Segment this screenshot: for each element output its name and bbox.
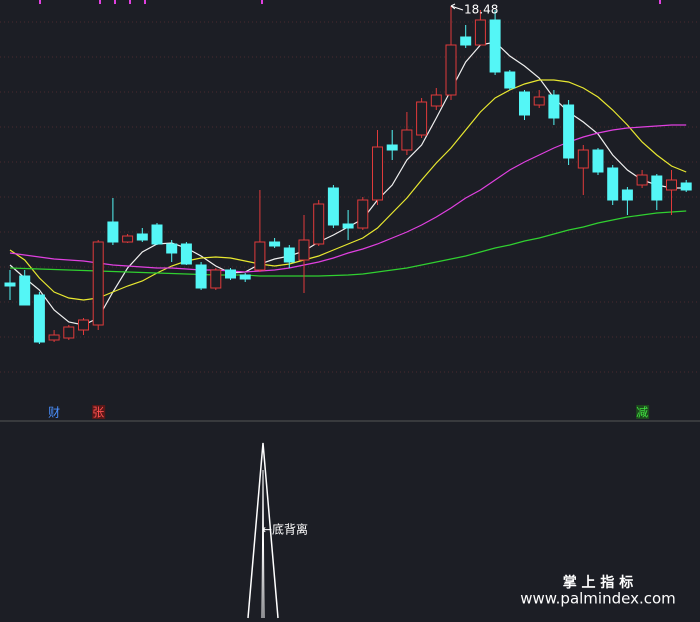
candle-body [269, 241, 281, 247]
signal-label: 财 [48, 406, 60, 420]
candle-body [48, 334, 60, 341]
candle-body [254, 241, 266, 271]
candle-body [357, 199, 369, 229]
candle-body [122, 235, 134, 243]
candle-body [19, 275, 31, 306]
candle-body [78, 319, 89, 331]
high-label: 18.48 [464, 3, 498, 17]
watermark-url: www.palmindex.com [520, 590, 676, 608]
candle-body [489, 19, 501, 73]
ma-line [9, 41, 687, 326]
candle-body [342, 223, 354, 229]
ma-line [9, 79, 687, 301]
top-marks [39, 0, 661, 4]
candle-body [636, 174, 648, 186]
candle-body [225, 269, 236, 279]
candle-body [166, 243, 178, 254]
candle-body [445, 44, 457, 96]
candle-body [327, 187, 339, 226]
candle-body [210, 269, 222, 289]
divergence-spike [247, 442, 279, 619]
divergence-spike-inner [261, 469, 265, 619]
candle-body [4, 282, 16, 287]
candle-body [283, 247, 295, 263]
candle-body [592, 149, 604, 173]
signal-label: 减 [636, 406, 648, 420]
ma-line [9, 210, 687, 277]
candle-body [313, 203, 325, 245]
watermark-title: 掌 上 指 标 [563, 574, 634, 591]
divergence-label: ←底背离 [262, 522, 308, 537]
candle-body [519, 91, 530, 116]
candle-body [563, 104, 575, 159]
candle-body [680, 182, 692, 191]
candle-body [401, 129, 413, 151]
candle-body [239, 274, 251, 280]
candle-body [577, 149, 589, 169]
candle-body [92, 241, 104, 326]
signal-label: 张 [92, 406, 104, 420]
candle-body [63, 326, 75, 339]
candle-body [107, 221, 119, 243]
high-arrow [450, 3, 464, 11]
candle-body [474, 19, 486, 46]
candle-body [651, 175, 663, 201]
candle-body [621, 189, 633, 201]
signal-box [92, 405, 106, 419]
signal-box [636, 405, 650, 419]
candle-body [460, 36, 472, 46]
grid [0, 21, 700, 373]
candle-body [151, 224, 163, 245]
candle-body [548, 94, 560, 119]
candle-body [666, 179, 677, 191]
candle-body [136, 233, 148, 241]
candle-body [298, 239, 310, 261]
candle-body [533, 96, 545, 106]
candle-body [33, 294, 45, 343]
candle-body [430, 94, 442, 107]
candle-body [504, 71, 516, 89]
ma-line [9, 124, 687, 273]
candle-body [195, 264, 207, 289]
candle-body [372, 146, 383, 201]
candle-body [180, 243, 192, 265]
candle-body [607, 167, 619, 201]
candle-body [386, 144, 398, 151]
candle-body [416, 101, 428, 136]
